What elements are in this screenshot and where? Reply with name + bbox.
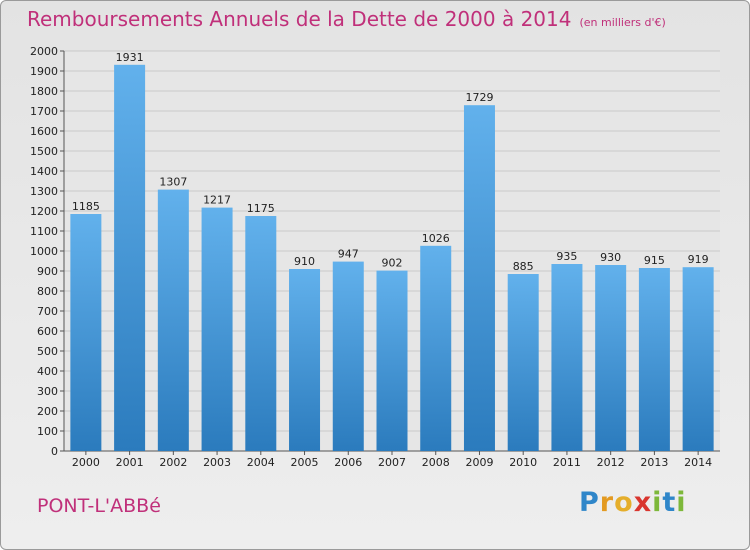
bars [70, 64, 714, 452]
bar-2009 [463, 105, 495, 451]
y-tick-label: 1600 [30, 125, 58, 138]
y-tick-label: 600 [37, 325, 58, 338]
data-label-2005: 910 [294, 255, 315, 268]
chart-title: Remboursements Annuels de la Dette de 20… [27, 7, 666, 31]
bar-2004 [245, 216, 277, 451]
logo-letter: x [633, 487, 653, 518]
y-tick-label: 800 [37, 285, 58, 298]
y-tick-label: 200 [37, 405, 58, 418]
logo-letter: o [614, 487, 634, 518]
bar-2007 [376, 270, 408, 451]
data-label-2006: 947 [338, 248, 359, 261]
data-label-2011: 935 [556, 250, 577, 263]
y-tick-label: 700 [37, 305, 58, 318]
bar-2001 [114, 64, 146, 452]
bar-2008 [420, 245, 452, 451]
y-tick-label: 500 [37, 345, 58, 358]
y-tick-label: 300 [37, 385, 58, 398]
logo-letter: P [579, 487, 600, 518]
y-tick-label: 100 [37, 425, 58, 438]
x-tick-label: 2004 [247, 456, 275, 469]
y-tick-label: 1700 [30, 105, 58, 118]
x-tick-label: 2010 [509, 456, 537, 469]
bar-2002 [157, 189, 189, 451]
y-tick-label: 2000 [30, 45, 58, 58]
x-tick-label: 2013 [640, 456, 668, 469]
y-tick-label: 1500 [30, 145, 58, 158]
bar-2010 [507, 274, 539, 451]
y-tick-label: 1900 [30, 65, 58, 78]
x-tick-label: 2009 [465, 456, 493, 469]
data-label-2013: 915 [644, 254, 665, 267]
logo-letter: t [662, 487, 677, 518]
data-label-2009: 1729 [465, 91, 493, 104]
data-label-2003: 1217 [203, 194, 231, 207]
bar-2006 [332, 261, 364, 451]
data-label-2008: 1026 [422, 232, 450, 245]
bar-2005 [289, 269, 321, 451]
data-label-2000: 1185 [72, 200, 100, 213]
chart-title-text: Remboursements Annuels de la Dette de 20… [27, 7, 572, 31]
logo-letter: i [676, 487, 687, 518]
x-tick-label: 2007 [378, 456, 406, 469]
data-label-2004: 1175 [247, 202, 275, 215]
x-tick-label: 2014 [684, 456, 712, 469]
x-tick-label: 2005 [291, 456, 319, 469]
data-label-2010: 885 [513, 260, 534, 273]
labels: 0 100 200 300 400 500 600 700 800 900 1000 1100 1200… [30, 45, 712, 469]
x-tick-label: 2001 [116, 456, 144, 469]
bar-2011 [551, 264, 583, 451]
x-tick-label: 2003 [203, 456, 231, 469]
x-tick-label: 2000 [72, 456, 100, 469]
chart-unit-note: (en milliers d'€) [579, 16, 666, 29]
x-tick-label: 2012 [597, 456, 625, 469]
x-tick-label: 2008 [422, 456, 450, 469]
y-tick-label: 1200 [30, 205, 58, 218]
bar-2000 [70, 214, 102, 451]
y-tick-label: 1400 [30, 165, 58, 178]
y-tick-label: 1000 [30, 245, 58, 258]
logo-letter: i [652, 487, 663, 518]
proxiti-logo: Proxiti [579, 487, 687, 518]
data-label-2012: 930 [600, 251, 621, 264]
data-label-2007: 902 [382, 257, 403, 270]
data-label-2002: 1307 [159, 176, 187, 189]
bar-2003 [201, 207, 233, 451]
bar-2014 [682, 267, 714, 451]
logo-letter: r [599, 487, 615, 518]
y-tick-label: 400 [37, 365, 58, 378]
bar-2012 [595, 265, 627, 451]
data-label-2001: 1931 [116, 51, 144, 64]
data-label-2014: 919 [688, 253, 709, 266]
y-tick-label: 1800 [30, 85, 58, 98]
x-tick-label: 2006 [334, 456, 362, 469]
x-tick-label: 2002 [159, 456, 187, 469]
y-tick-label: 1100 [30, 225, 58, 238]
y-tick-label: 900 [37, 265, 58, 278]
commune-name: PONT-L'ABBé [37, 495, 161, 517]
y-tick-label: 1300 [30, 185, 58, 198]
bar-2013 [638, 268, 670, 451]
x-tick-label: 2011 [553, 456, 581, 469]
y-tick-label: 0 [51, 445, 58, 458]
